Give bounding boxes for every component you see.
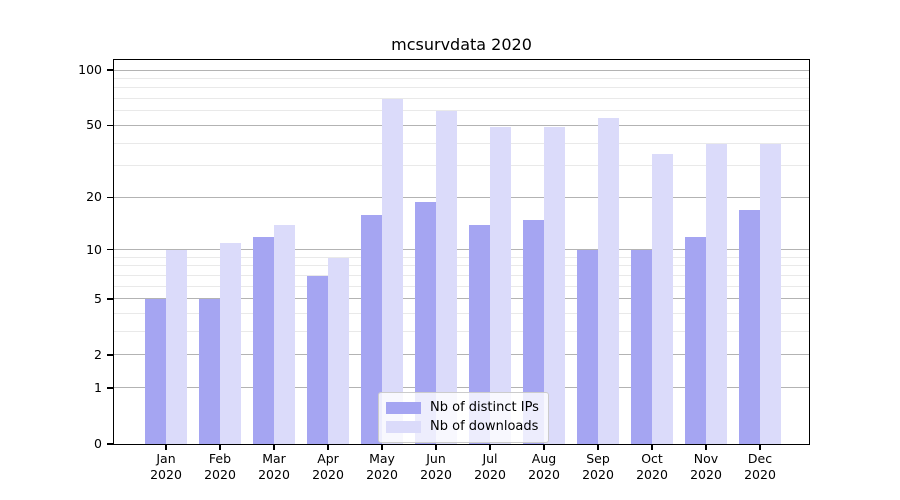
x-tick-label-mar: Mar 2020 [258,451,290,482]
x-tick-label-jul: Jul 2020 [474,451,506,482]
legend: Nb of distinct IPs Nb of downloads [378,392,549,443]
y-gridline-minor-30 [114,165,809,167]
legend-swatch-distinct-ips-icon [386,401,421,414]
x-tick-mark-may [381,444,383,450]
bar-distinct-ips-mar [252,236,274,444]
x-tick-label-apr: Apr 2020 [312,451,344,482]
y-gridline-100 [114,69,809,71]
x-tick-mark-apr [327,444,329,450]
x-tick-mark-jul [489,444,491,450]
y-tick-mark-100 [107,69,114,71]
y-tick-mark-10 [107,248,114,251]
legend-swatch-downloads-icon [386,420,421,433]
x-tick-mark-dec [759,444,761,450]
x-tick-mark-feb [219,444,221,450]
bar-distinct-ips-feb [198,299,220,444]
x-tick-mark-sep [597,444,599,450]
y-gridline-20 [114,196,809,198]
y-tick-label-1: 1 [94,379,102,395]
x-tick-label-aug: Aug 2020 [528,451,560,482]
y-tick-label-20: 20 [86,189,102,205]
y-gridline-minor-8 [114,265,809,267]
y-gridline-1 [114,387,809,389]
bar-distinct-ips-aug [522,219,544,444]
x-tick-mark-oct [651,444,653,450]
x-tick-mark-jun [435,444,437,450]
bar-distinct-ips-jan [144,299,166,444]
y-tick-label-10: 10 [86,241,102,257]
bar-distinct-ips-dec [738,210,760,444]
bar-distinct-ips-oct [630,250,652,444]
bar-downloads-aug [543,127,565,444]
bar-downloads-sep [597,118,619,444]
y-gridline-minor-9 [114,256,809,258]
x-tick-label-jun: Jun 2020 [420,451,452,482]
y-tick-mark-2 [107,354,114,356]
y-tick-mark-0 [107,443,114,445]
legend-item-downloads: Nb of downloads [386,417,539,436]
plot-area: Nb of distinct IPs Nb of downloads [113,59,810,445]
y-gridline-minor-60 [114,110,809,112]
x-tick-mark-nov [705,444,707,450]
bar-downloads-mar [273,225,295,444]
bar-downloads-jun [435,111,457,444]
y-gridline-50 [114,124,809,126]
y-gridline-minor-40 [114,142,809,144]
x-tick-label-may: May 2020 [366,451,398,482]
bar-distinct-ips-nov [684,236,706,444]
y-gridline-10 [114,249,809,251]
y-tick-mark-50 [107,124,114,127]
y-tick-label-50: 50 [86,117,102,133]
x-tick-label-jan: Jan 2020 [150,451,182,482]
bar-downloads-may [381,99,403,444]
bar-downloads-nov [705,143,727,444]
bar-distinct-ips-sep [576,250,598,444]
y-gridline-minor-6 [114,285,809,287]
y-gridline-minor-80 [114,87,809,89]
y-gridline-minor-3 [114,331,809,333]
bar-downloads-dec [759,143,781,444]
y-gridline-2 [114,354,809,356]
legend-label-distinct-ips: Nb of distinct IPs [430,400,539,415]
bar-downloads-apr [327,257,349,444]
x-tick-label-oct: Oct 2020 [636,451,668,482]
y-tick-mark-1 [107,387,114,389]
y-tick-label-2: 2 [94,346,102,362]
y-tick-mark-20 [107,196,114,199]
x-tick-mark-jan [165,444,167,450]
bar-distinct-ips-may [360,214,382,444]
x-tick-mark-aug [543,444,545,450]
bar-distinct-ips-jun [414,201,436,444]
x-tick-mark-mar [273,444,275,450]
bar-distinct-ips-jul [468,225,490,444]
y-tick-label-100: 100 [78,62,102,77]
bar-downloads-oct [651,154,673,444]
bar-downloads-feb [219,243,241,444]
y-gridline-minor-7 [114,274,809,276]
x-tick-label-sep: Sep 2020 [582,451,614,482]
bar-downloads-jan [165,250,187,444]
y-gridline-minor-70 [114,98,809,100]
legend-label-downloads: Nb of downloads [430,419,539,434]
x-tick-label-dec: Dec 2020 [744,451,776,482]
y-gridline-5 [114,298,809,300]
bar-downloads-jul [489,127,511,444]
bar-distinct-ips-apr [306,276,328,444]
legend-item-distinct-ips: Nb of distinct IPs [386,398,539,417]
chart-title: mcsurvdata 2020 [391,35,532,54]
y-gridline-minor-4 [114,313,809,315]
y-tick-label-5: 5 [94,290,102,306]
y-gridline-minor-90 [114,77,809,79]
x-tick-label-feb: Feb 2020 [204,451,236,482]
y-tick-mark-5 [107,298,114,300]
x-tick-label-nov: Nov 2020 [690,451,722,482]
y-tick-label-0: 0 [94,436,102,451]
